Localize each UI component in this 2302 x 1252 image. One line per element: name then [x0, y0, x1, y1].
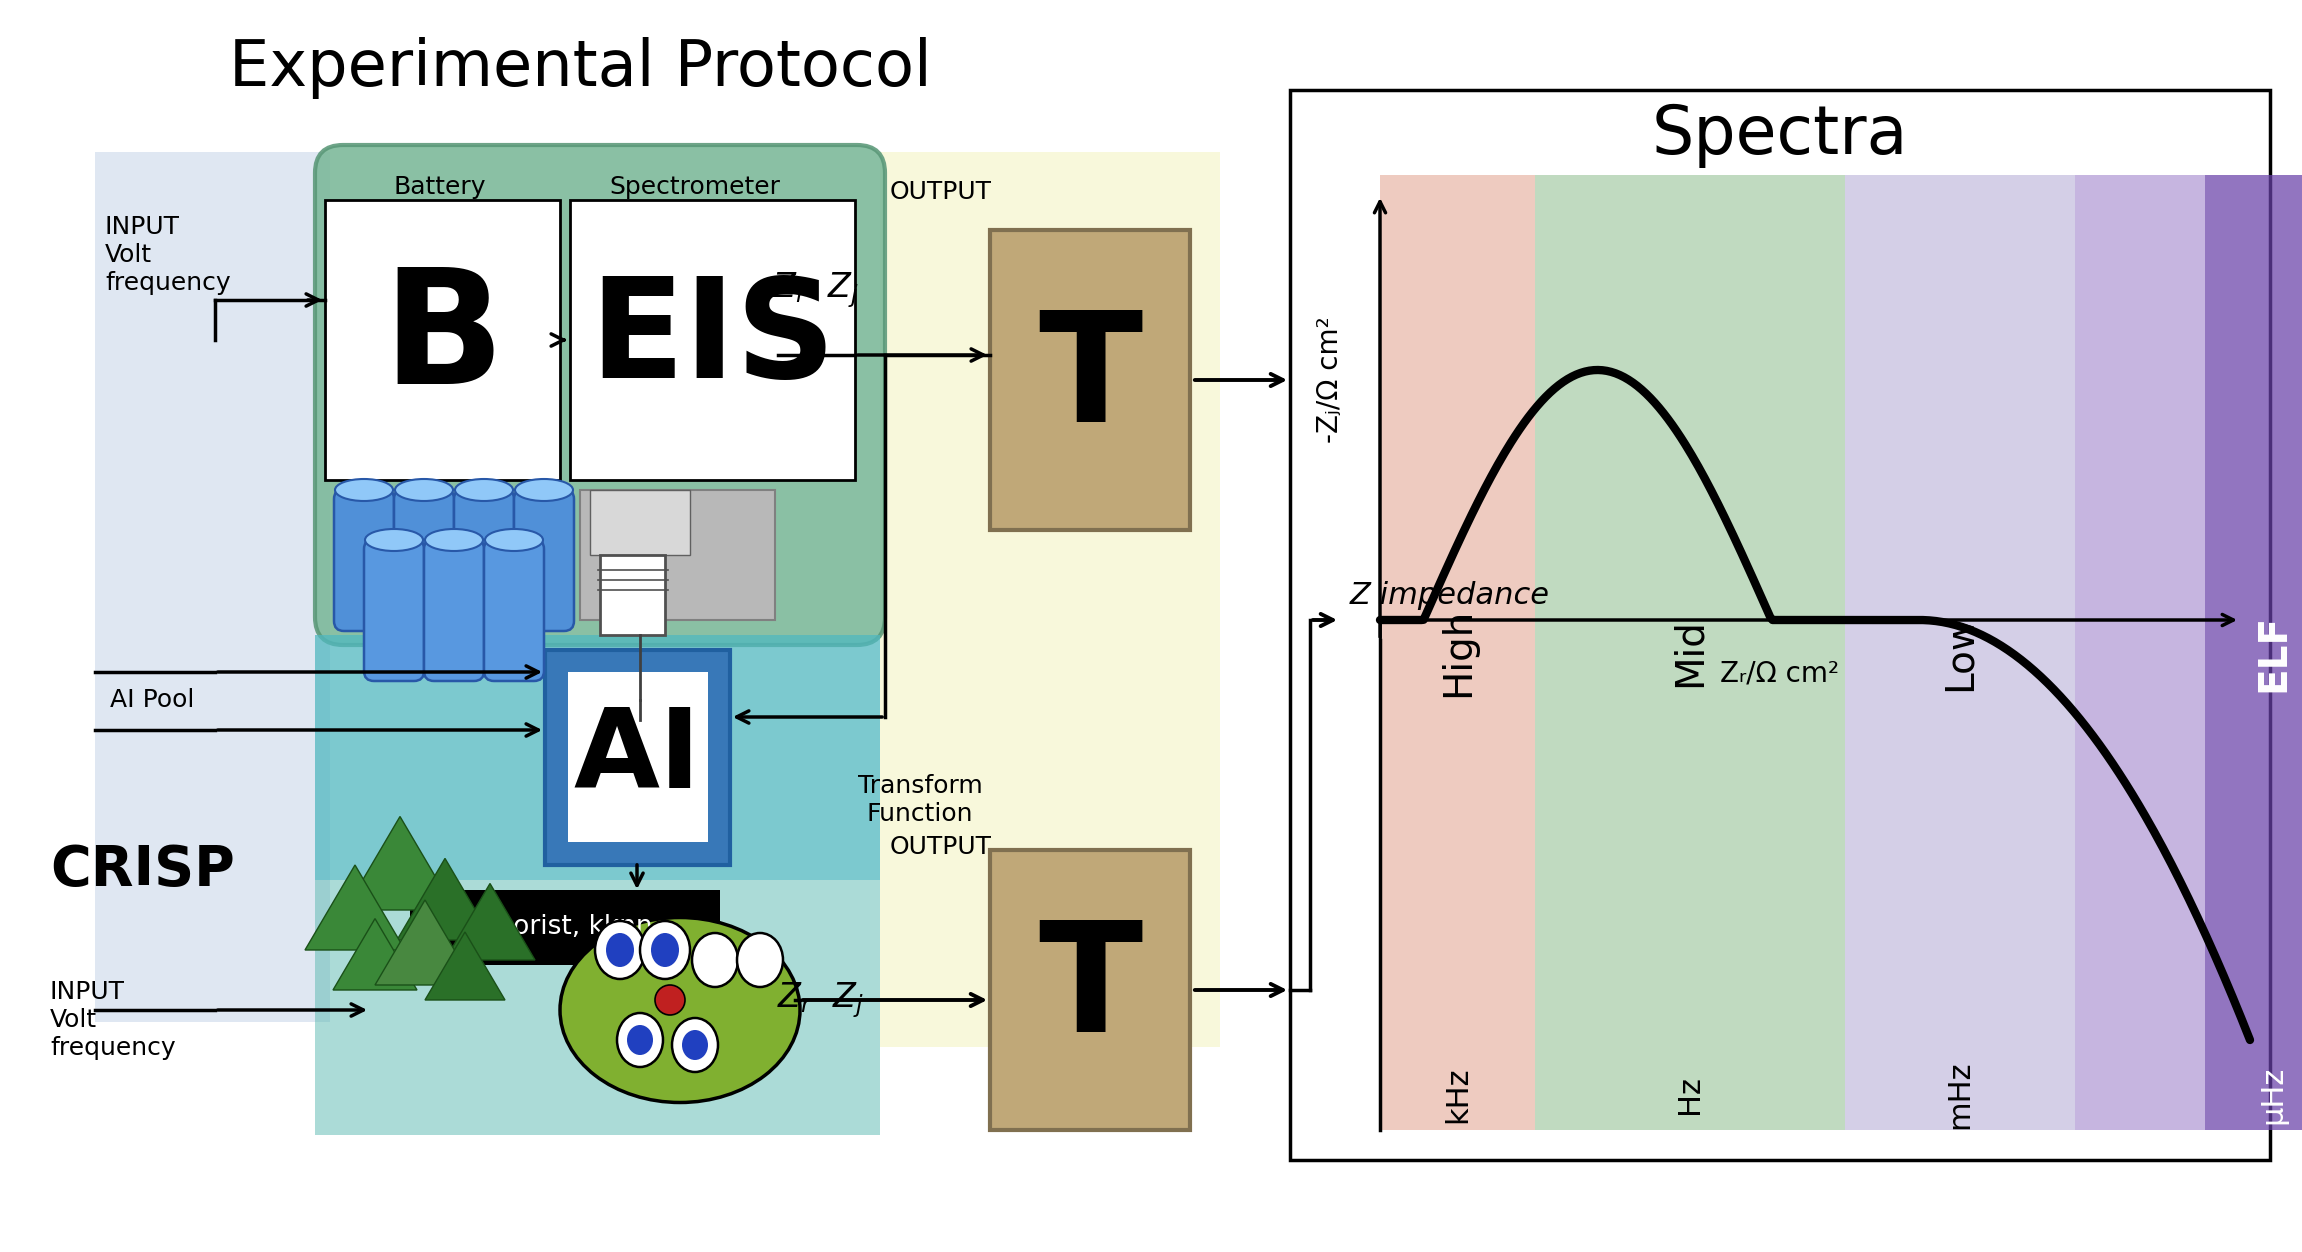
- Ellipse shape: [605, 933, 633, 967]
- Polygon shape: [396, 859, 493, 940]
- Ellipse shape: [396, 480, 453, 501]
- Ellipse shape: [656, 985, 686, 1015]
- Ellipse shape: [640, 921, 691, 979]
- Polygon shape: [345, 816, 456, 910]
- Text: $Z_r$  $Z_j$: $Z_r$ $Z_j$: [776, 980, 863, 1020]
- Bar: [1535, 175, 1844, 1131]
- Text: Transform
Function: Transform Function: [859, 774, 983, 826]
- Bar: [589, 490, 691, 555]
- Polygon shape: [304, 865, 405, 950]
- Text: Hz: Hz: [1676, 1075, 1703, 1114]
- Text: T: T: [1038, 305, 1142, 454]
- Text: Rborist, kknn: Rborist, kknn: [479, 914, 651, 940]
- Ellipse shape: [681, 1030, 709, 1060]
- Text: AI: AI: [573, 704, 700, 810]
- Polygon shape: [375, 900, 474, 985]
- Ellipse shape: [456, 480, 513, 501]
- Bar: [569, 672, 709, 843]
- Ellipse shape: [651, 933, 679, 967]
- FancyBboxPatch shape: [424, 540, 483, 681]
- Text: Z impedance: Z impedance: [1349, 581, 1549, 610]
- Bar: [2205, 175, 2302, 1131]
- Text: Zᵣ/Ω cm²: Zᵣ/Ω cm²: [1720, 660, 1839, 689]
- Bar: [571, 200, 854, 480]
- Ellipse shape: [559, 918, 801, 1103]
- Text: B: B: [382, 263, 504, 417]
- Bar: [1844, 175, 2074, 1131]
- Bar: [546, 650, 730, 865]
- Bar: [325, 200, 559, 480]
- FancyBboxPatch shape: [394, 490, 453, 631]
- Text: $Z_r$  $Z_j$: $Z_r$ $Z_j$: [771, 270, 859, 310]
- Ellipse shape: [516, 480, 573, 501]
- Text: EIS: EIS: [589, 273, 836, 407]
- Bar: [879, 151, 1220, 1047]
- Bar: [410, 890, 721, 965]
- Bar: [2074, 175, 2205, 1131]
- Ellipse shape: [617, 1013, 663, 1067]
- FancyBboxPatch shape: [453, 490, 513, 631]
- Text: μHz: μHz: [2258, 1065, 2288, 1124]
- Text: T: T: [1038, 915, 1142, 1064]
- Ellipse shape: [594, 921, 645, 979]
- Bar: [601, 555, 665, 635]
- Text: Battery: Battery: [394, 175, 486, 199]
- Ellipse shape: [737, 933, 783, 987]
- Ellipse shape: [336, 480, 394, 501]
- Bar: [1289, 90, 2270, 1161]
- Text: OUTPUT: OUTPUT: [891, 835, 992, 859]
- Bar: [1379, 175, 1535, 1131]
- Bar: [315, 880, 879, 1136]
- Ellipse shape: [366, 530, 424, 551]
- Bar: [990, 850, 1190, 1131]
- Text: Mid: Mid: [1671, 618, 1708, 687]
- Ellipse shape: [426, 530, 483, 551]
- Text: OUTPUT: OUTPUT: [891, 180, 992, 204]
- Polygon shape: [334, 919, 417, 990]
- Text: kHz: kHz: [1443, 1067, 1473, 1123]
- Text: Low: Low: [1941, 615, 1980, 691]
- Ellipse shape: [626, 1025, 654, 1055]
- Text: Spectra: Spectra: [1653, 101, 1908, 168]
- FancyBboxPatch shape: [513, 490, 573, 631]
- Bar: [580, 490, 776, 620]
- Text: INPUT
Volt
frequency: INPUT Volt frequency: [106, 215, 230, 294]
- FancyBboxPatch shape: [315, 145, 884, 645]
- Text: CRISP: CRISP: [51, 843, 235, 896]
- Ellipse shape: [486, 530, 543, 551]
- Text: INPUT
Volt
frequency: INPUT Volt frequency: [51, 980, 175, 1059]
- Bar: [315, 635, 879, 880]
- Polygon shape: [426, 931, 504, 1000]
- Text: AI Pool: AI Pool: [110, 689, 193, 712]
- FancyBboxPatch shape: [364, 540, 424, 681]
- FancyBboxPatch shape: [334, 490, 394, 631]
- Ellipse shape: [693, 933, 739, 987]
- Bar: [94, 151, 329, 1022]
- Text: Experimental Protocol: Experimental Protocol: [228, 38, 932, 99]
- Bar: [990, 230, 1190, 530]
- Text: ELF: ELF: [2254, 613, 2293, 691]
- Text: High: High: [1439, 608, 1478, 697]
- Text: Spectrometer: Spectrometer: [610, 175, 780, 199]
- Text: mHz: mHz: [1945, 1060, 1975, 1129]
- Polygon shape: [444, 884, 534, 960]
- Ellipse shape: [672, 1018, 718, 1072]
- FancyBboxPatch shape: [483, 540, 543, 681]
- Text: -Zⱼ/Ω cm²: -Zⱼ/Ω cm²: [1317, 317, 1344, 443]
